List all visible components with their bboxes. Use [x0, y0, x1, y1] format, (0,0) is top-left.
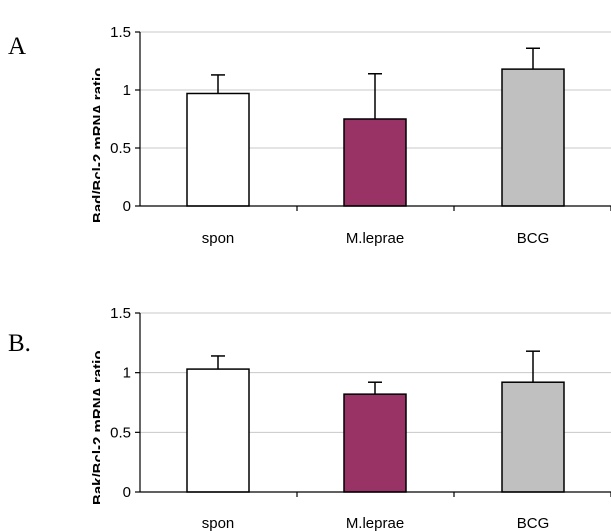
y-tick-label-a-2: 1 — [123, 82, 131, 99]
panel-b: B. Bak/Bcl-2 mRNA ratio 0 0.5 1 1.5 spon M.l… — [8, 305, 611, 531]
y-tick-label-a-3: 1.5 — [110, 24, 131, 41]
y-tick-label-a-0: 0 — [123, 198, 131, 215]
bar-a-m-leprae — [343, 118, 407, 207]
x-tick-label-b-1: M.leprae — [346, 515, 404, 531]
y-tick-label-b-1: 0.5 — [110, 424, 131, 441]
panel-label-a: A — [8, 33, 26, 60]
y-tick-label-b-3: 1.5 — [110, 305, 131, 322]
bar-b-spon — [186, 368, 250, 493]
panel-a: A Bad/Bcl-2 mRNA ratio 0 0.5 1 1.5 spon M.le… — [8, 24, 611, 247]
y-axis-label-a: Bad/Bcl-2 mRNA ratio — [90, 68, 107, 223]
y-tick-label-a-1: 0.5 — [110, 140, 131, 157]
panel-label-b: B. — [8, 330, 31, 357]
bar-a-spon — [186, 92, 250, 207]
bar-b-m-leprae — [343, 393, 407, 493]
y-tick-label-b-0: 0 — [123, 484, 131, 501]
bar-b-bcg — [501, 381, 565, 493]
bar-a-bcg — [501, 68, 565, 207]
x-tick-label-a-0: spon — [202, 230, 235, 247]
y-axis-label-b: Bak/Bcl-2 mRNA ratio — [90, 351, 107, 505]
y-tick-label-b-2: 1 — [123, 365, 131, 382]
x-tick-label-a-1: M.leprae — [346, 230, 404, 247]
x-tick-label-a-2: BCG — [517, 230, 550, 247]
x-tick-label-b-0: spon — [202, 515, 235, 531]
x-tick-label-b-2: BCG — [517, 515, 550, 531]
